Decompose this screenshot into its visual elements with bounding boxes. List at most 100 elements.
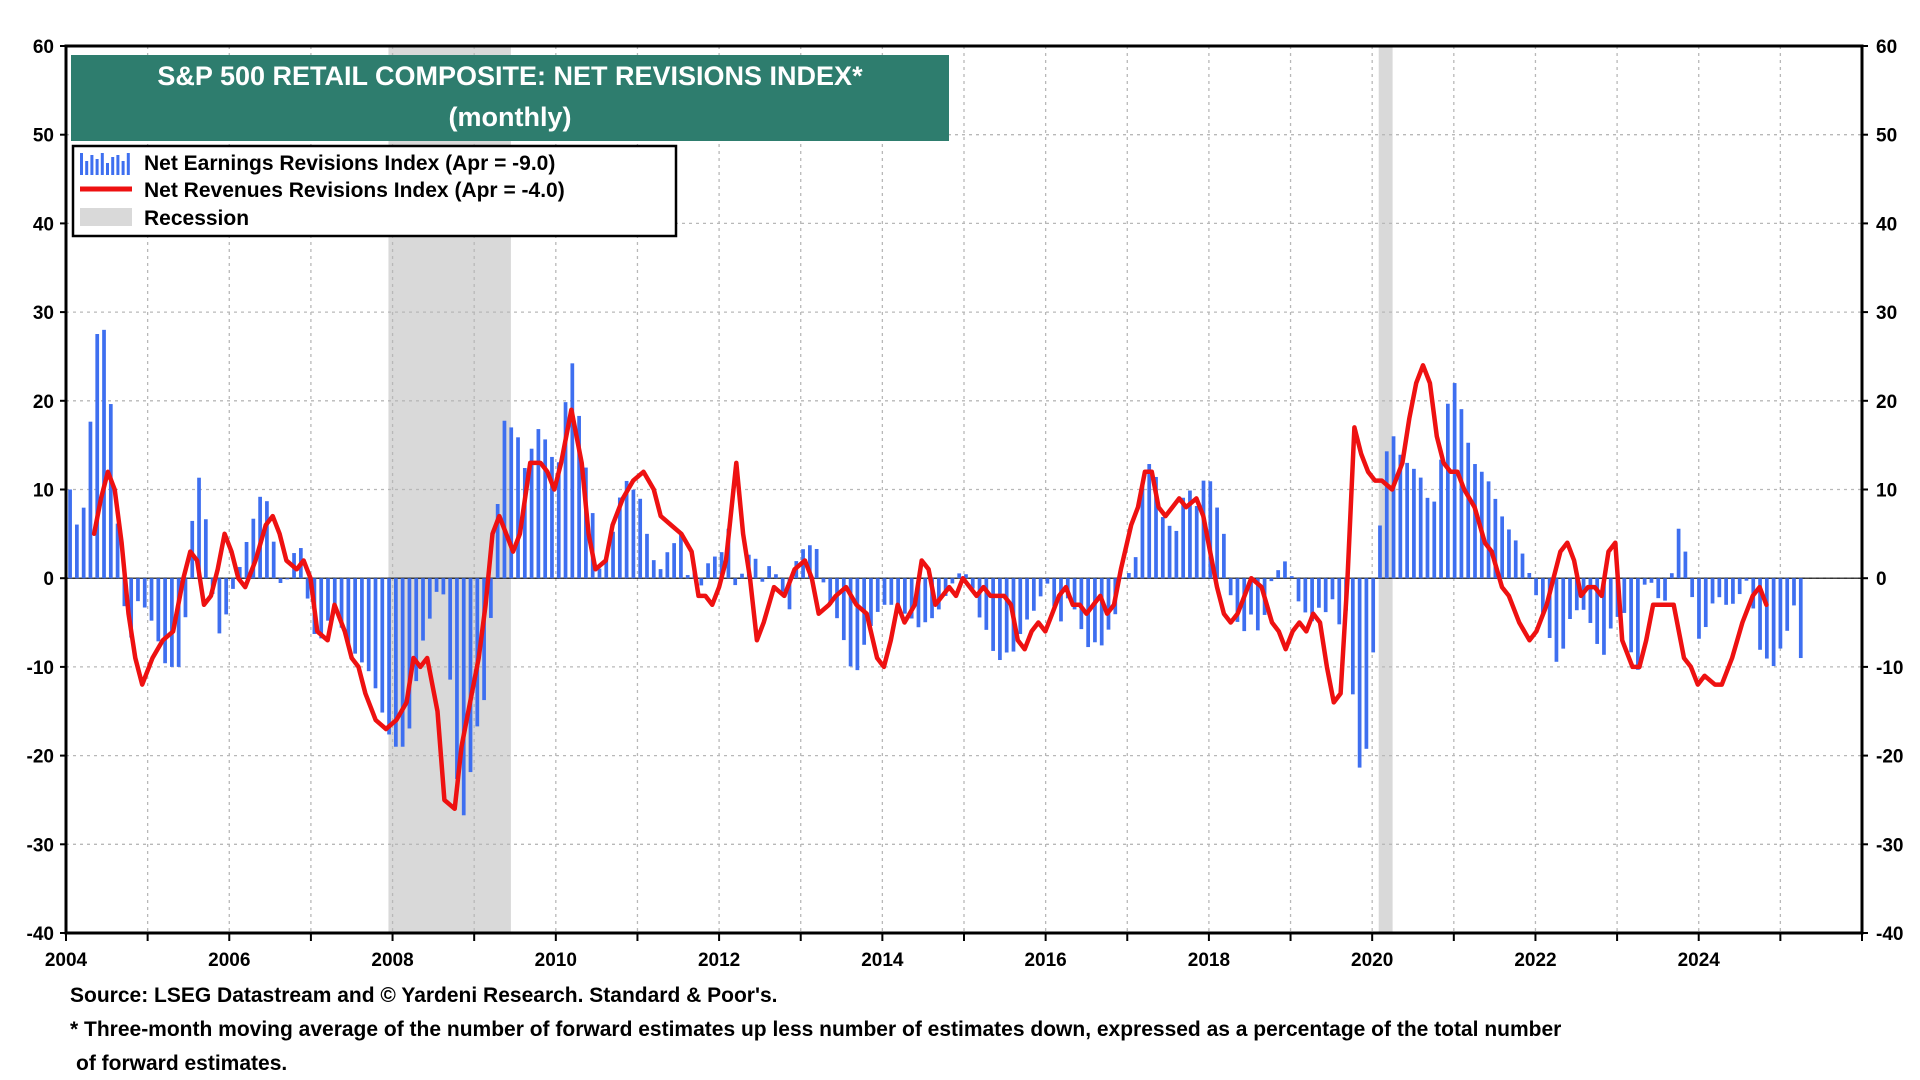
earnings-bar [1283,561,1287,579]
earnings-bar [271,541,276,579]
earnings-bar [957,573,962,579]
earnings-bar [1323,578,1328,613]
y-tick-right: 60 [1876,37,1897,58]
earnings-bar [495,504,500,579]
legend-bar-mark [126,153,130,175]
revenues-line [91,363,1769,812]
earnings-bar [665,552,670,579]
earnings-bar [1276,570,1281,579]
earnings-bar [604,558,609,579]
earnings-bar [1568,578,1572,620]
y-tick-left: 10 [33,481,54,502]
earnings-bar [529,448,534,579]
earnings-bar [909,578,914,619]
earnings-bar [1310,578,1314,622]
earnings-bar [68,489,72,579]
earnings-bar [129,578,134,638]
earnings-bar [570,363,575,579]
earnings-bar [1099,578,1104,646]
earnings-bar [1140,485,1145,579]
y-tick-right: 0 [1876,569,1887,590]
earnings-bar [136,578,140,602]
earnings-bar [1317,578,1321,608]
y-tick-left: 50 [33,126,54,147]
earnings-bar [556,462,561,579]
earnings-bar [197,477,201,579]
earnings-bar [224,578,229,615]
earnings-bar [373,578,378,689]
legend-bar-mark [85,161,89,175]
x-tick-label: 2020 [1351,950,1393,971]
earnings-bar [1758,578,1762,650]
x-tick-label: 2010 [535,950,577,971]
earnings-bar [1025,578,1029,620]
earnings-bar [332,578,337,610]
earnings-bar [1052,578,1057,607]
earnings-bar [1608,578,1613,629]
earnings-bar [1072,578,1077,610]
earnings-bar [1493,498,1498,579]
earnings-bar [651,560,656,579]
earnings-bar [326,578,330,621]
legend-box [71,144,678,238]
earnings-bar [1201,480,1206,579]
earnings-bar [305,578,310,599]
earnings-bar [482,578,486,701]
y-tick-left: 20 [33,392,54,413]
earnings-bar [991,578,995,651]
earnings-bar [1737,578,1742,595]
earnings-bar [550,456,554,579]
earnings-bar [1527,572,1532,579]
earnings-bar [1439,459,1443,579]
earnings-bar [1507,529,1511,579]
earnings-bar [1235,578,1240,622]
earnings-bar [1038,578,1043,597]
earnings-bar [753,558,758,579]
earnings-bar [563,402,568,579]
earnings-bar [855,578,860,671]
earnings-bar [1093,578,1097,643]
y-tick-right: -10 [1876,658,1903,679]
earnings-bar [108,404,113,579]
earnings-bar [1303,578,1308,613]
x-tick-label: 2014 [861,950,904,971]
y-tick-left: -10 [27,658,54,679]
earnings-bar [407,578,412,729]
earnings-bar [1432,501,1437,579]
earnings-bar [841,578,846,641]
earnings-bar [265,501,269,579]
footnote-line-1: * Three-month moving average of the numb… [70,1018,1562,1041]
y-tick-right: -20 [1876,747,1903,768]
earnings-bar [88,421,93,579]
earnings-bar [1649,578,1654,583]
legend-bar-mark [121,161,125,175]
earnings-bar [1269,578,1274,582]
earnings-bar [1744,578,1749,581]
legend-bar-mark [80,153,83,175]
earnings-bars [68,329,1803,816]
earnings-bar [1778,578,1783,649]
earnings-bar [183,578,188,618]
earnings-bar [1337,578,1342,625]
earnings-bar [1425,497,1430,579]
earnings-bar [1357,578,1362,768]
earnings-bar [828,578,833,606]
earnings-bar [461,578,466,816]
earnings-bar [1798,578,1803,659]
earnings-bar [672,543,676,579]
footnote-source: Source: LSEG Datastream and © Yardeni Re… [70,984,778,1007]
earnings-bar [203,519,208,579]
earnings-bar [679,534,683,579]
earnings-bar [1371,578,1376,653]
title-box [71,55,949,141]
x-tick-label: 2012 [698,950,740,971]
earnings-bar [81,507,86,579]
earnings-bar [244,541,249,579]
earnings-bar [1771,578,1776,667]
earnings-bar [353,578,357,654]
earnings-bar [1154,476,1158,579]
earnings-bar [1541,578,1545,613]
earnings-bar [1656,578,1661,599]
earnings-bar [1764,578,1769,659]
earnings-bar [889,578,894,605]
